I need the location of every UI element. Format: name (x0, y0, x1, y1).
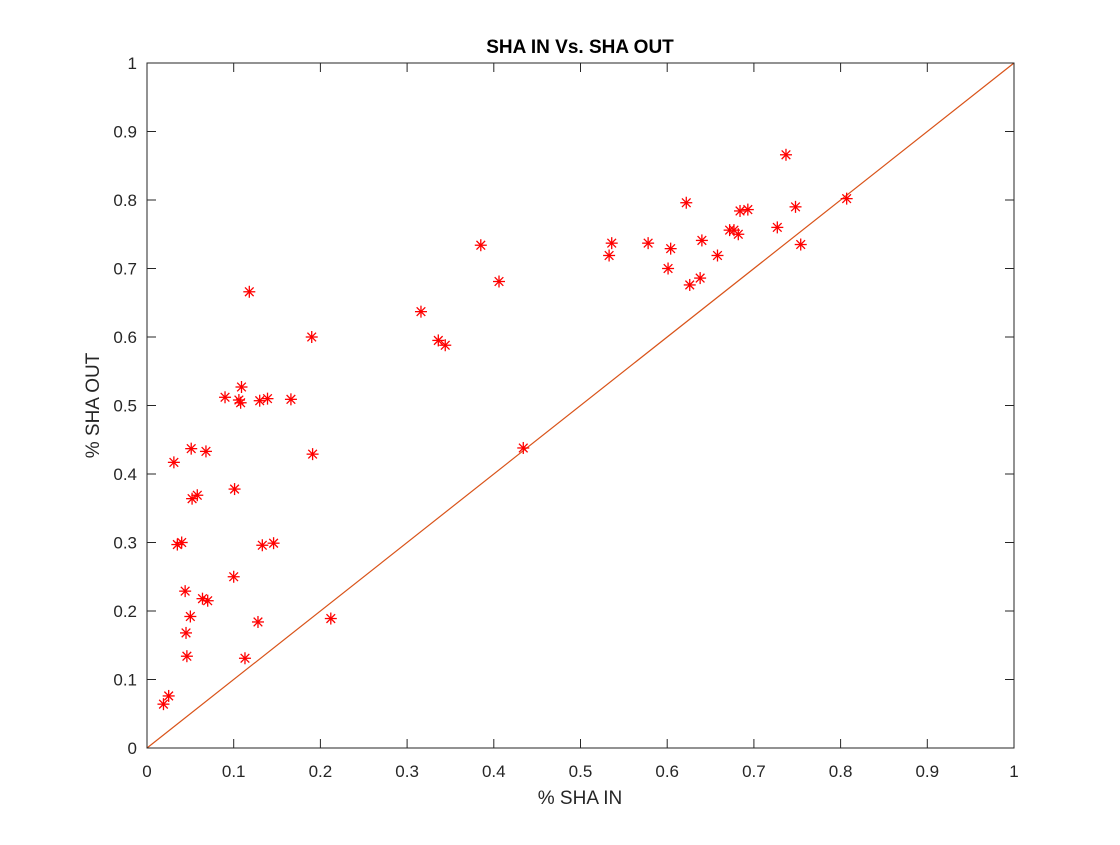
y-axis-ticks: 0 0.1 0.2 0.3 0.4 0.5 0.6 0.7 0.8 0.9 1 (113, 54, 1014, 758)
x-tick-label: 1 (1009, 762, 1018, 781)
data-point (162, 689, 175, 702)
data-point (771, 221, 784, 234)
data-point (517, 441, 530, 454)
reference-line (146, 62, 1015, 749)
data-point (167, 456, 180, 469)
y-tick-label: 1 (128, 54, 137, 73)
points-layer (157, 148, 853, 711)
y-tick-label: 0.3 (113, 534, 137, 553)
y-tick-label: 0.5 (113, 397, 137, 416)
data-point (662, 262, 675, 275)
data-point (605, 237, 618, 250)
data-point (306, 448, 319, 461)
x-tick-label: 0 (142, 762, 151, 781)
x-tick-label: 0.3 (395, 762, 419, 781)
data-point (683, 278, 696, 291)
data-point (179, 585, 192, 598)
y-tick-label: 0.8 (113, 191, 137, 210)
data-point (414, 305, 427, 318)
data-point (199, 445, 212, 458)
data-point (493, 275, 506, 288)
x-tick-label: 0.7 (742, 762, 766, 781)
x-axis-label: % SHA IN (538, 788, 622, 809)
data-point (201, 594, 214, 607)
data-point (779, 148, 792, 161)
data-point (261, 392, 274, 405)
y-tick-label: 0 (128, 739, 137, 758)
y-axis-label: % SHA OUT (83, 352, 104, 458)
data-point (732, 228, 745, 241)
data-point (741, 203, 754, 216)
data-point (711, 249, 724, 262)
data-point (284, 393, 297, 406)
x-tick-label: 0.6 (655, 762, 679, 781)
data-point (180, 626, 193, 639)
x-tick-label: 0.2 (309, 762, 333, 781)
data-point (439, 339, 452, 352)
data-point (191, 489, 204, 502)
data-point (324, 612, 337, 625)
data-point (840, 192, 853, 205)
data-point (789, 200, 802, 213)
x-axis-ticks: 0 0.1 0.2 0.3 0.4 0.5 0.6 0.7 0.8 0.9 1 (142, 63, 1019, 781)
data-point (734, 204, 747, 217)
y-tick-label: 0.6 (113, 328, 137, 347)
data-point (157, 698, 170, 711)
data-point (235, 381, 248, 394)
data-point (794, 238, 807, 251)
data-point (227, 570, 240, 583)
chart-title: SHA IN Vs. SHA OUT (486, 37, 674, 58)
data-point (253, 394, 266, 407)
x-tick-label: 0.1 (222, 762, 246, 781)
x-tick-label: 0.8 (829, 762, 853, 781)
data-point (175, 536, 188, 549)
data-point (474, 239, 487, 252)
reference-line-layer (146, 62, 1015, 749)
data-point (603, 249, 616, 262)
y-tick-label: 0.1 (113, 671, 137, 690)
data-point (642, 237, 655, 250)
data-point (256, 539, 269, 552)
data-point (185, 442, 198, 455)
data-point (228, 483, 241, 496)
x-tick-label: 0.4 (482, 762, 506, 781)
y-tick-label: 0.2 (113, 602, 137, 621)
y-tick-label: 0.4 (113, 465, 137, 484)
data-point (267, 537, 280, 550)
data-point (243, 285, 256, 298)
data-point (234, 396, 247, 409)
data-point (305, 331, 318, 343)
data-point (680, 196, 693, 209)
data-point (695, 234, 708, 247)
data-point (219, 391, 232, 404)
data-point (196, 592, 209, 605)
data-point (251, 615, 264, 628)
data-point (180, 650, 193, 663)
data-point (694, 272, 707, 285)
y-tick-label: 0.7 (113, 260, 137, 279)
data-point (238, 652, 251, 665)
data-point (664, 242, 677, 255)
data-point (432, 334, 445, 347)
data-point (184, 610, 197, 623)
y-tick-label: 0.9 (113, 123, 137, 142)
x-tick-label: 0.9 (915, 762, 939, 781)
x-tick-label: 0.5 (569, 762, 593, 781)
